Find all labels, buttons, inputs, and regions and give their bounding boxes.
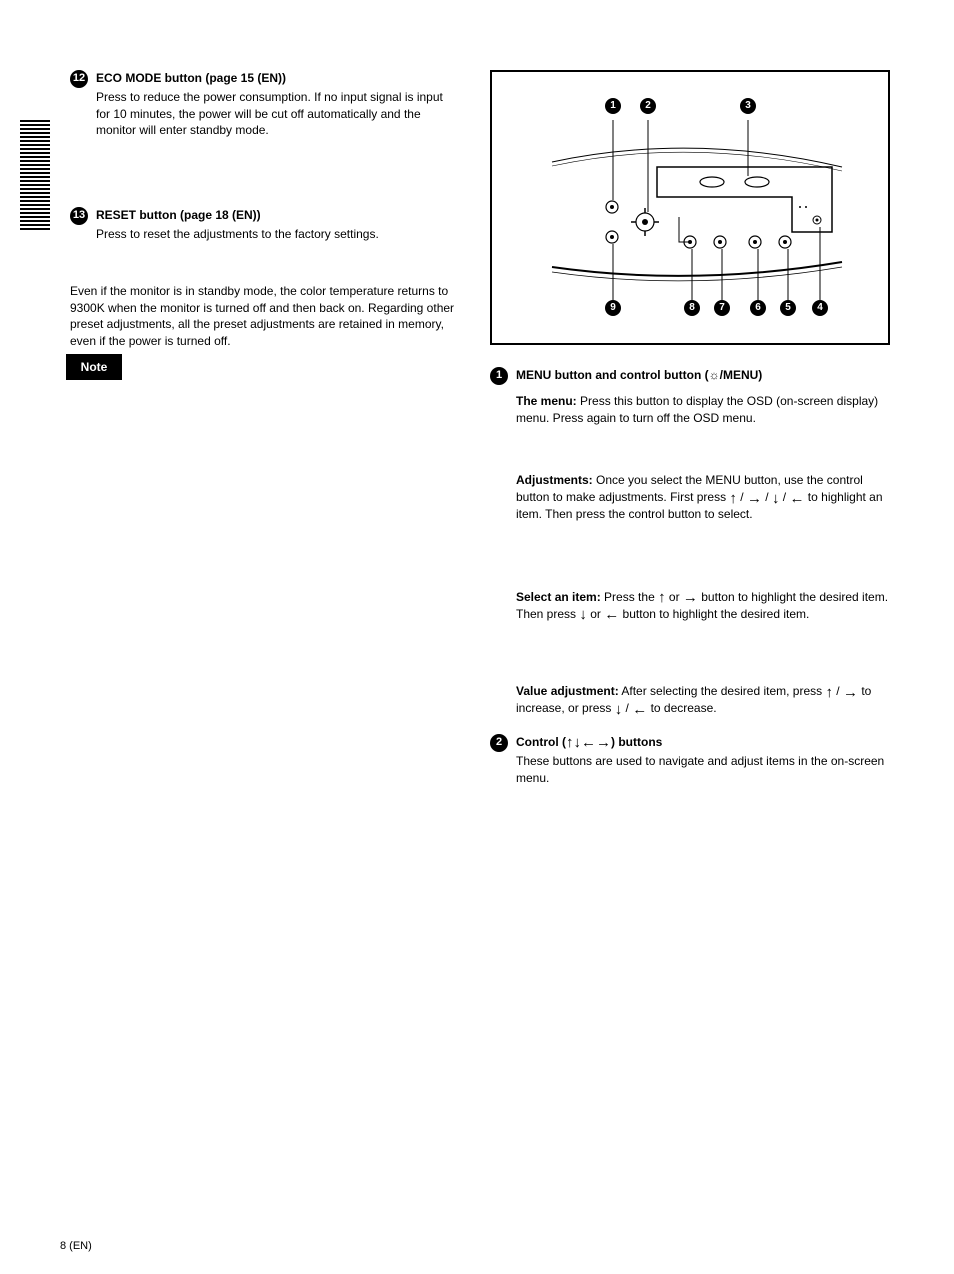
diagram-label-2: 2 — [640, 98, 656, 114]
item-12: 12 ECO MODE button (page 15 (EN)) Press … — [70, 70, 460, 139]
item-2-desc: These buttons are used to navigate and a… — [516, 753, 890, 787]
arrow-left-icon: ← — [581, 735, 596, 750]
item-1-sub-3-label: Value adjustment: — [516, 684, 619, 698]
diagram-label-5: 5 — [780, 300, 796, 316]
item-1-sub-2: Select an item: Press the ↑ or → button … — [516, 589, 890, 623]
right-column: 1 2 3 9 8 7 6 5 4 1 MENU button and cont… — [490, 70, 890, 792]
item-13: 13 RESET button (page 18 (EN)) Press to … — [70, 207, 460, 243]
diagram-label-3: 3 — [740, 98, 756, 114]
control-panel-diagram: 1 2 3 9 8 7 6 5 4 — [490, 70, 890, 345]
item-2: 2 Control (↑↓←→) buttons These buttons a… — [490, 734, 890, 786]
note-tab: Note — [66, 354, 122, 380]
diagram-label-4: 4 — [812, 300, 828, 316]
arrow-down-icon: ↓ — [574, 735, 582, 750]
sidebar-stripe — [20, 120, 50, 230]
item-12-desc: Press to reduce the power consumption. I… — [96, 89, 460, 139]
arrow-up-icon: ↑ — [566, 735, 574, 750]
item-1-sub-3: Value adjustment: After selecting the de… — [516, 683, 890, 717]
note-text: Even if the monitor is in standby mode, … — [70, 283, 460, 350]
item-12-title: ECO MODE button (page 15 (EN)) — [96, 70, 460, 87]
item-1-sub-0: The menu: Press this button to display t… — [516, 393, 890, 427]
arrow-down-icon: ↓ — [772, 491, 780, 506]
arrow-down-icon: ↓ — [579, 607, 587, 622]
item-1-sub-0-label: The menu: — [516, 394, 577, 408]
badge-12: 12 — [70, 70, 88, 88]
item-1-sub-2-label: Select an item: — [516, 590, 601, 604]
arrow-right-icon: → — [683, 590, 698, 605]
arrow-right-icon: → — [596, 735, 611, 750]
arrow-up-icon: ↑ — [729, 491, 737, 506]
item-1: 1 MENU button and control button (☼/MENU… — [490, 367, 890, 720]
item-1-sub-1-label: Adjustments: — [516, 473, 593, 487]
diagram-label-1: 1 — [605, 98, 621, 114]
diagram-label-9: 9 — [605, 300, 621, 316]
arrow-right-icon: → — [843, 685, 858, 700]
arrow-left-icon: ← — [789, 491, 804, 506]
left-column: 12 ECO MODE button (page 15 (EN)) Press … — [70, 70, 460, 792]
arrow-left-icon: ← — [604, 607, 619, 622]
diagram-label-8: 8 — [684, 300, 700, 316]
diagram-label-6: 6 — [750, 300, 766, 316]
item-1-title: MENU button and control button (☼/MENU) — [516, 367, 890, 384]
arrow-right-icon: → — [747, 491, 762, 506]
item-2-title: Control (↑↓←→) buttons — [516, 734, 890, 751]
arrow-up-icon: ↑ — [825, 685, 833, 700]
item-13-desc: Press to reset the adjustments to the fa… — [96, 226, 460, 243]
arrow-left-icon: ← — [632, 702, 647, 717]
arrow-down-icon: ↓ — [615, 702, 623, 717]
badge-2: 2 — [490, 734, 508, 752]
badge-13: 13 — [70, 207, 88, 225]
item-13-title: RESET button (page 18 (EN)) — [96, 207, 460, 224]
item-1-sub-1: Adjustments: Once you select the MENU bu… — [516, 472, 890, 522]
badge-1: 1 — [490, 367, 508, 385]
page-number: 8 (EN) — [60, 1239, 92, 1254]
arrow-up-icon: ↑ — [658, 590, 666, 605]
diagram-label-7: 7 — [714, 300, 730, 316]
